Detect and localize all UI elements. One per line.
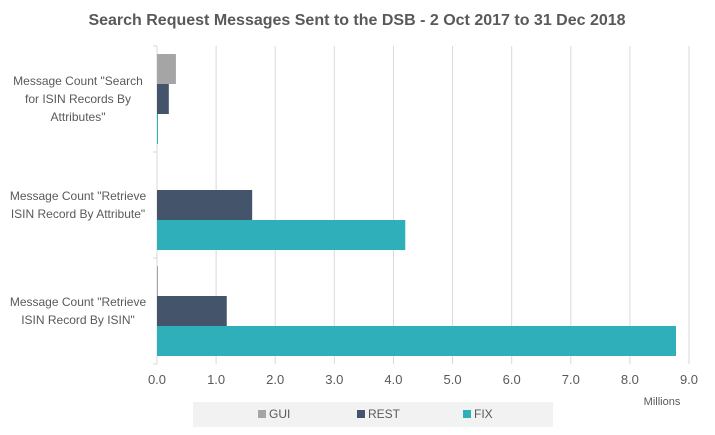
x-tick-label: 5.0 (444, 372, 462, 387)
legend-swatch-fix (463, 410, 471, 418)
bar-fix (157, 326, 676, 356)
legend-swatch-rest (357, 410, 365, 418)
category-label: ISIN Record By ISIN" (21, 313, 135, 327)
x-tick-label: 6.0 (503, 372, 521, 387)
x-tick-label: 0.0 (148, 372, 166, 387)
bar-fix (157, 114, 158, 144)
axis-unit-label: Millions (644, 396, 681, 408)
legend-label-fix: FIX (474, 407, 493, 421)
x-tick-label: 1.0 (207, 372, 225, 387)
x-tick-label: 9.0 (680, 372, 698, 387)
x-tick-label: 7.0 (562, 372, 580, 387)
category-label: for ISIN Records By (25, 92, 131, 106)
x-tick-label: 8.0 (621, 372, 639, 387)
bar-rest (157, 296, 227, 326)
x-tick-label: 3.0 (325, 372, 343, 387)
legend: GUI REST FIX (258, 407, 493, 421)
category-label: ISIN Record By Attribute" (11, 207, 145, 221)
legend-label-rest: REST (368, 407, 401, 421)
legend-background (193, 402, 553, 427)
legend-swatch-gui (258, 410, 266, 418)
bar-rest (157, 190, 253, 220)
bar-fix (157, 220, 406, 250)
x-tick-label: 2.0 (266, 372, 284, 387)
category-label: Attributes" (51, 110, 106, 124)
category-label: Message Count "Search (13, 74, 143, 88)
x-tick-label: 4.0 (384, 372, 402, 387)
bar-gui (157, 266, 158, 296)
bar-rest (157, 84, 169, 114)
legend-label-gui: GUI (269, 407, 290, 421)
bar-gui (157, 54, 176, 84)
category-label: Message Count "Retrieve (10, 189, 147, 203)
chart-title: Search Request Messages Sent to the DSB … (88, 12, 625, 29)
category-label: Message Count "Retrieve (10, 295, 147, 309)
